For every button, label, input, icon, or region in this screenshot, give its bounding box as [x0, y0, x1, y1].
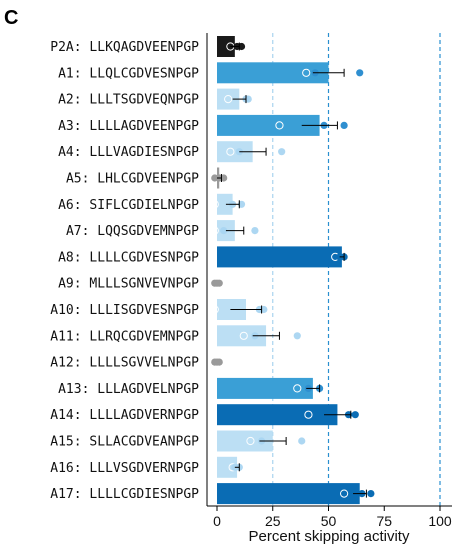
x-tick-label: 100	[428, 513, 452, 529]
data-point	[302, 68, 311, 77]
row-label: A4: LLLVAGDIESNPGP	[58, 145, 199, 160]
row-label: A5: LHLCGDVEENPGP	[66, 172, 199, 187]
row-label: A15: SLLACGDVEANPGP	[50, 435, 199, 450]
data-point	[340, 489, 349, 498]
row-label: A2: LLLTSGDVEQNPGP	[58, 93, 199, 108]
bars	[217, 36, 360, 505]
bar	[217, 483, 360, 505]
x-tick-label: 50	[321, 513, 337, 529]
row-label: A10: LLLISGDVESNPGP	[50, 303, 199, 318]
data-point	[304, 410, 313, 419]
x-axis-title: Percent skipping activity	[249, 528, 410, 545]
data-point	[251, 227, 259, 235]
bar	[217, 404, 338, 426]
data-point	[293, 384, 302, 393]
data-point	[293, 332, 301, 340]
data-point	[235, 148, 243, 156]
row-label: A14: LLLLAGDVERNPGP	[50, 408, 199, 423]
data-point	[239, 331, 248, 340]
row-labels: P2A: LLKQAGDVEENPGP A1: LLQLCGDVESNPGP A2:…	[50, 40, 199, 502]
row-label: A13: LLLAGDVELNPGP	[58, 382, 199, 397]
data-point	[351, 411, 359, 419]
data-point	[210, 226, 219, 235]
bar	[217, 62, 329, 84]
row-label: A16: LLLVSGDVERNPGP	[50, 461, 199, 476]
row-label: P2A: LLKQAGDVEENPGP	[50, 40, 199, 55]
row-label: A9: MLLLSGNVEVNPGP	[58, 277, 199, 292]
error-bars	[217, 42, 367, 498]
bar	[217, 246, 342, 268]
bar	[217, 114, 320, 136]
panel-label: C	[4, 7, 18, 29]
x-tick-label: 25	[265, 513, 281, 529]
x-tick-label: 75	[376, 513, 392, 529]
data-point	[210, 305, 219, 314]
x-tick-label: 0	[213, 513, 221, 529]
data-point	[275, 121, 284, 130]
bar	[217, 141, 253, 163]
data-point	[220, 227, 228, 235]
row-label: A8: LLLLCGDVESNPGP	[58, 250, 199, 265]
row-label: A6: SIFLCGDIELNPGP	[58, 198, 199, 213]
row-label: A3: LLLLAGDVEENPGP	[58, 119, 199, 134]
data-point	[215, 358, 223, 366]
bar	[217, 88, 240, 110]
data-points	[210, 42, 375, 498]
data-point	[226, 147, 235, 156]
data-point	[210, 200, 219, 209]
bar	[217, 456, 238, 478]
data-point	[246, 436, 255, 446]
bar	[217, 325, 267, 347]
reference-lines	[272, 33, 441, 506]
row-label: A11: LLRQCGDVEMNPGP	[50, 329, 199, 344]
data-point	[340, 121, 348, 129]
axes: 0 25 50 75 100	[206, 33, 452, 529]
data-point	[278, 148, 286, 156]
data-point	[215, 279, 223, 287]
bar	[217, 193, 233, 215]
data-point	[298, 437, 306, 445]
row-label: A7: LQQSGDVEMNPGP	[66, 224, 199, 239]
bar	[217, 377, 313, 399]
bar	[217, 36, 235, 57]
row-label: A12: LLLLSGVVELNPGP	[50, 356, 199, 371]
bar	[217, 430, 273, 452]
data-point	[367, 490, 375, 498]
row-label: A1: LLQLCGDVESNPGP	[58, 66, 199, 81]
data-point	[356, 69, 364, 77]
row-label: A17: LLLLCGDIESNPGP	[50, 487, 199, 502]
data-point	[224, 95, 233, 104]
